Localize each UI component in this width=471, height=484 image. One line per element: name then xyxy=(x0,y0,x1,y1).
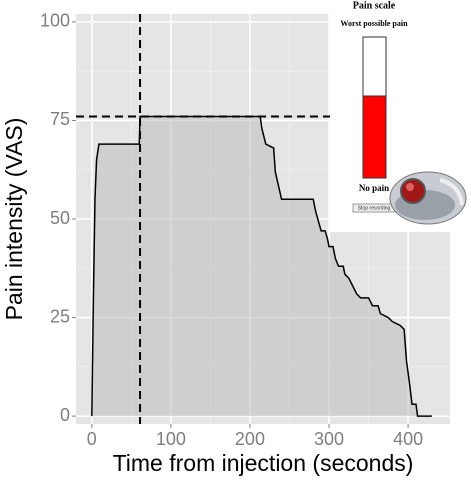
inset-title: Pain scale xyxy=(353,0,396,11)
x-tick-label: 400 xyxy=(393,429,423,449)
x-axis-title: Time from injection (seconds) xyxy=(113,450,414,476)
y-tick-label: 50 xyxy=(50,208,70,228)
y-tick-label: 0 xyxy=(60,405,70,425)
inset-top-label: Worst possible pain xyxy=(340,19,408,28)
y-tick-label: 100 xyxy=(40,11,70,31)
x-tick-label: 200 xyxy=(235,429,265,449)
line xyxy=(91,115,432,417)
inset-bottom-label: No pain xyxy=(359,183,389,193)
area xyxy=(91,116,432,417)
y-axis-title: Pain intensity (VAS) xyxy=(1,118,27,321)
x-tick-label: 0 xyxy=(87,429,97,449)
inset: Pain scale Worst possible pain No pain S… xyxy=(330,0,471,232)
button-label[interactable]: Stop recording xyxy=(358,205,391,211)
y-tick-label: 25 xyxy=(50,306,70,326)
x-tick-label: 300 xyxy=(314,429,344,449)
y-tick-label: 75 xyxy=(50,109,70,129)
scale-level xyxy=(362,95,387,179)
trackball-icon xyxy=(389,171,467,225)
x-tick-label: 100 xyxy=(156,429,186,449)
